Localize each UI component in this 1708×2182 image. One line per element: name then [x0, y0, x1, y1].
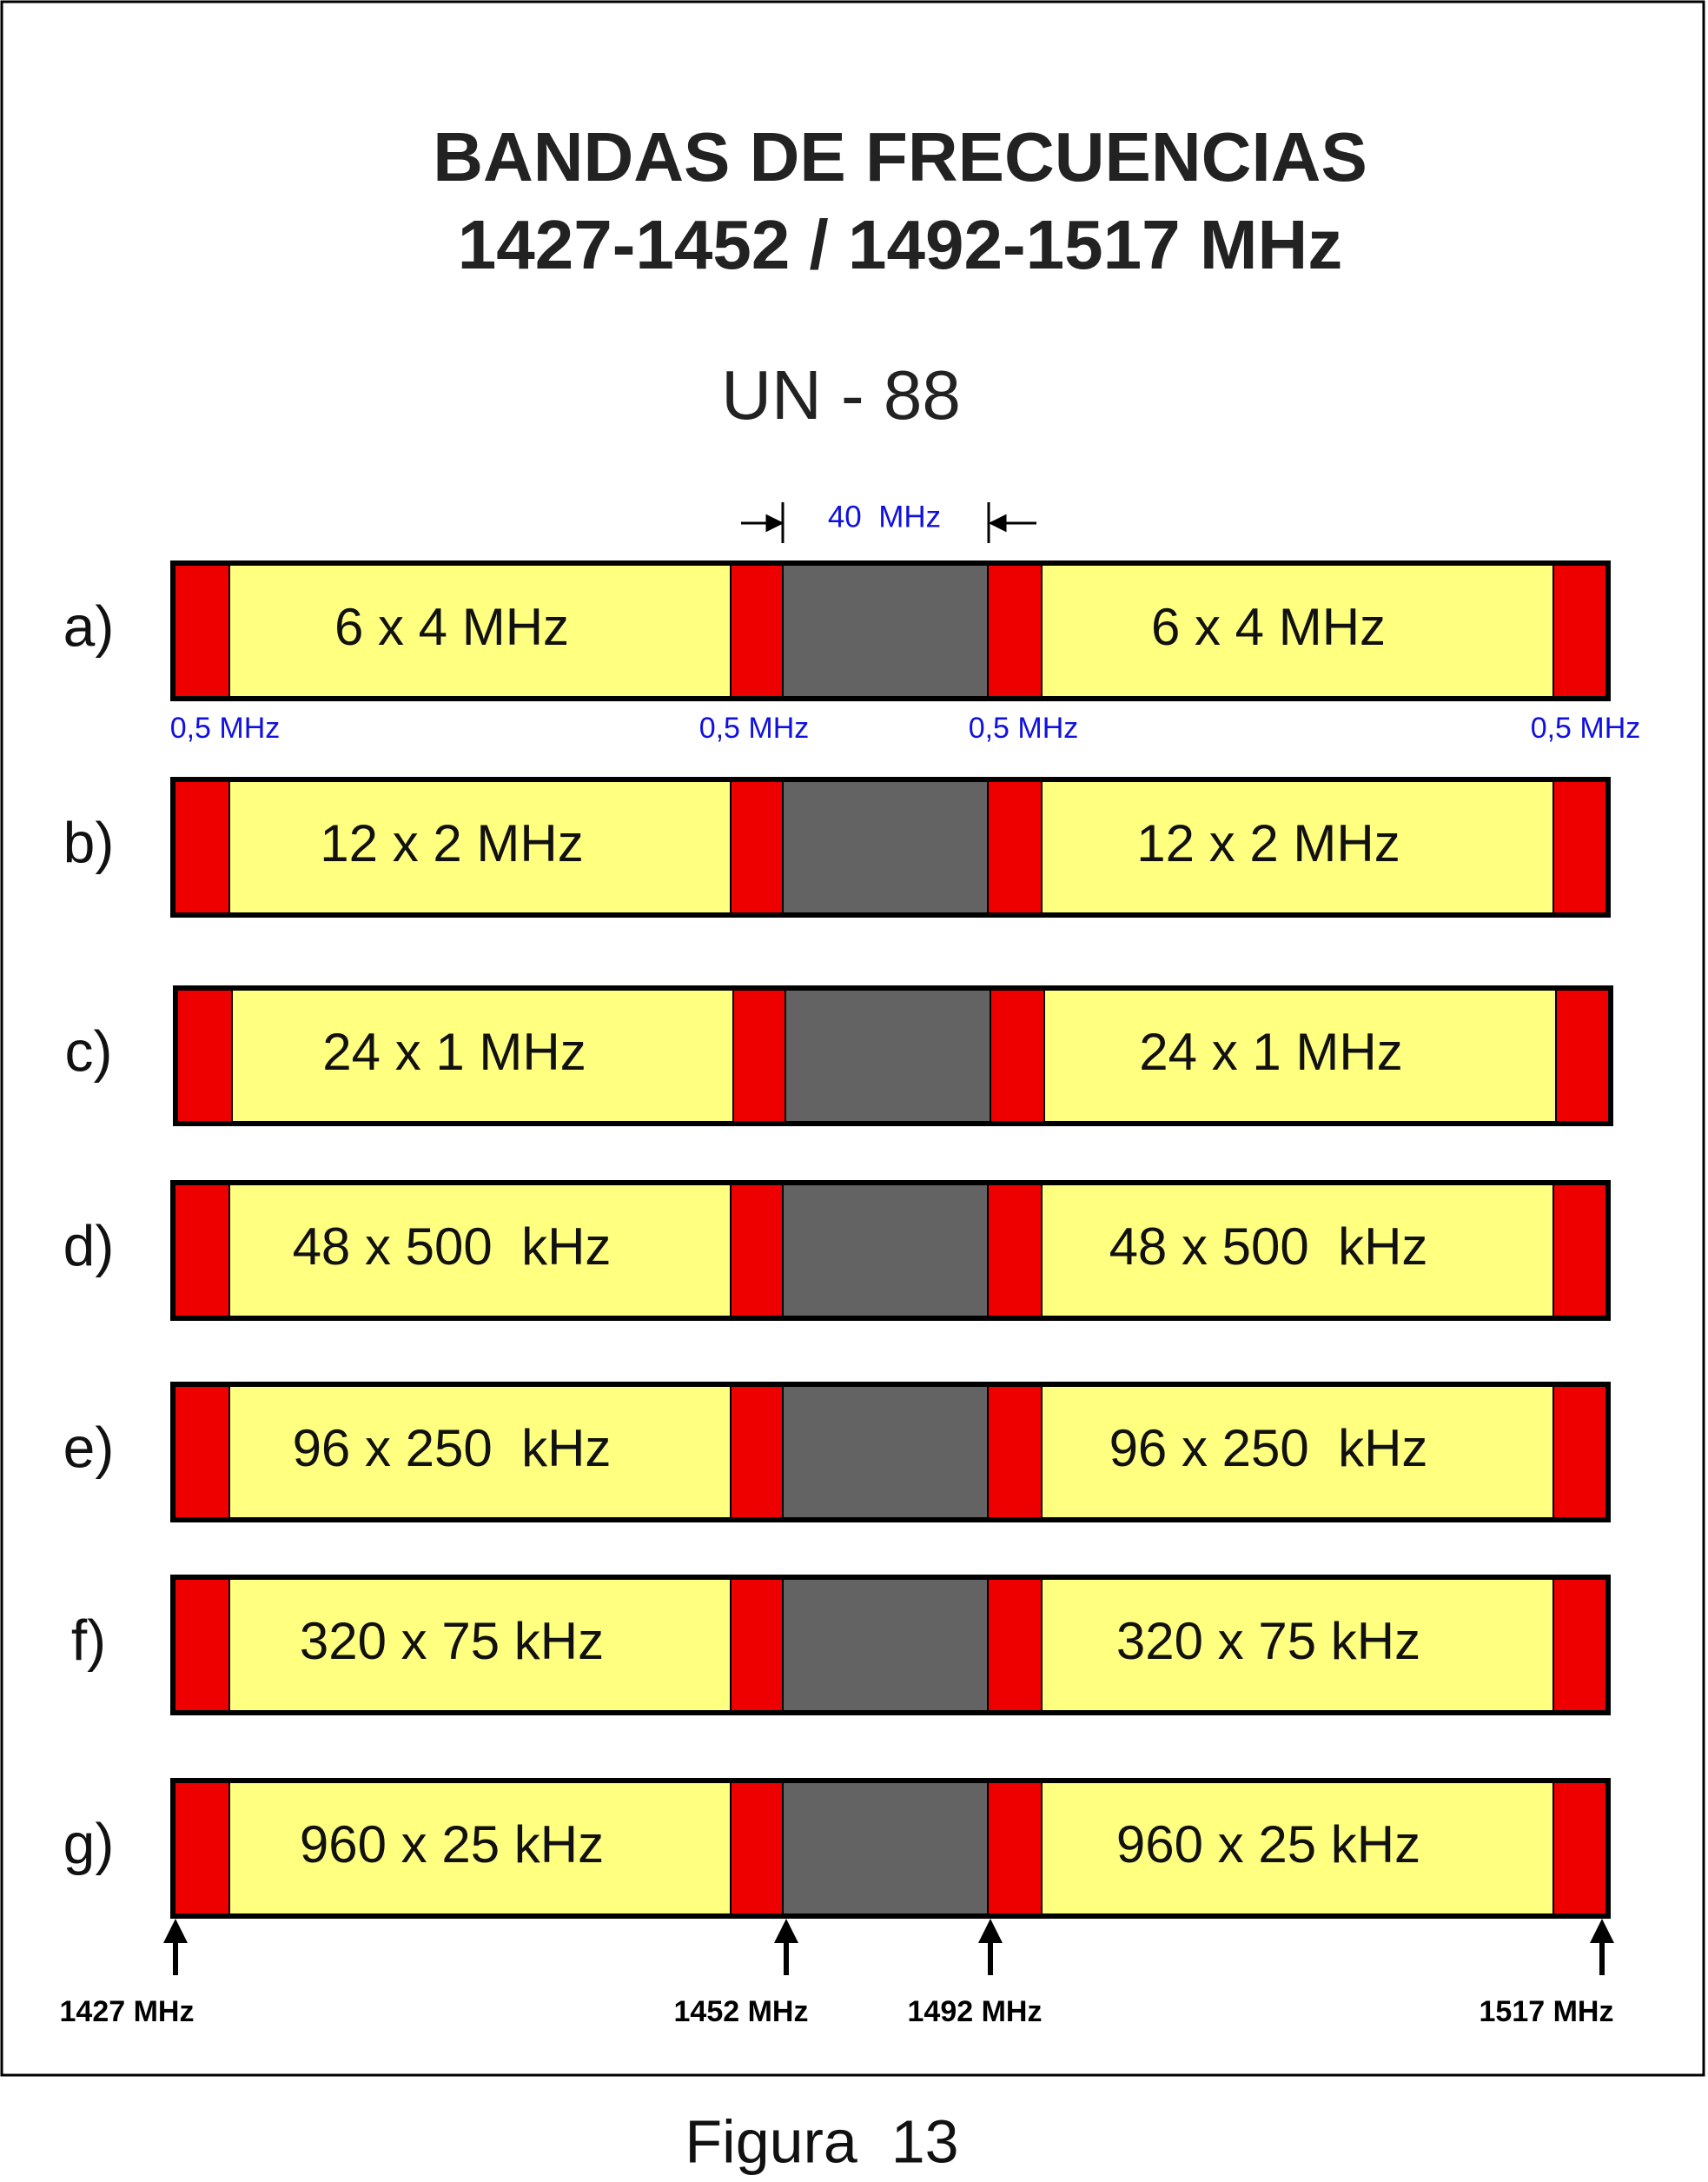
band-segment [228, 562, 732, 700]
band-segment [730, 562, 784, 700]
title-line: 1427-1452 / 1492-1517 MHz [458, 206, 1342, 283]
band-segment [1552, 779, 1609, 916]
band-text: 6 x 4 MHz [334, 598, 569, 656]
band-text: 960 x 25 kHz [1116, 1815, 1420, 1874]
marker-label: 1427 MHz [60, 1995, 195, 2028]
band-text: 96 x 250 kHz [293, 1419, 612, 1477]
band-segment [1555, 987, 1612, 1124]
band-text: 12 x 2 MHz [320, 814, 583, 872]
marker-label: 1492 MHz [908, 1995, 1043, 2028]
subtitle: UN - 88 [721, 356, 961, 434]
band-text: 6 x 4 MHz [1151, 598, 1386, 656]
band-segment [732, 987, 786, 1124]
band-segment [172, 779, 230, 916]
band-text: 24 x 1 MHz [322, 1023, 586, 1081]
band-outline [170, 1778, 1611, 1919]
band-segment [730, 1182, 784, 1319]
band-row: a) 6 x 4 MHz 6 x 4 MHz [63, 560, 1611, 701]
band-segment [228, 1780, 732, 1917]
gap-label: 40 MHz [828, 500, 941, 534]
guard-label: 0,5 MHz [699, 712, 810, 745]
band-segment [228, 1182, 732, 1319]
band-text: 96 x 250 kHz [1109, 1419, 1428, 1477]
row-label: b) [63, 810, 115, 874]
band-segment [175, 987, 233, 1124]
band-segment [1552, 1383, 1609, 1521]
row-label: g) [63, 1811, 115, 1875]
band-segment [987, 562, 1043, 700]
band-segment [730, 779, 784, 916]
band-segment [172, 1576, 230, 1714]
band-text: 48 x 500 kHz [1109, 1217, 1428, 1276]
gap-dimension [741, 502, 1036, 543]
band-outline [170, 1180, 1611, 1321]
band-segment [784, 987, 991, 1124]
caption: Figura 13 [685, 2107, 958, 2175]
marker-arrowhead [978, 1919, 1003, 1943]
guard-label: 0,5 MHz [170, 712, 281, 745]
band-segment [782, 1182, 989, 1319]
band-row: b) 12 x 2 MHz 12 x 2 MHz [63, 777, 1611, 918]
band-segment [782, 1576, 989, 1714]
title-line: BANDAS DE FRECUENCIAS [433, 118, 1367, 196]
row-label: c) [65, 1018, 113, 1083]
band-row: e) 96 x 250 kHz 96 x 250 kHz [63, 1382, 1611, 1522]
marker-arrowhead [774, 1919, 798, 1943]
band-segment [1552, 562, 1609, 700]
marker-arrowhead [1590, 1919, 1614, 1943]
band-segment [1552, 1780, 1609, 1917]
band-segment [987, 1780, 1043, 1917]
band-outline [170, 1575, 1611, 1715]
band-segment [730, 1780, 784, 1917]
band-text: 960 x 25 kHz [300, 1815, 604, 1874]
band-segment [1552, 1576, 1609, 1714]
band-segment [987, 779, 1043, 916]
band-segment [990, 987, 1045, 1124]
band-segment [987, 1383, 1043, 1521]
band-segment [1041, 1780, 1554, 1917]
row-label: d) [63, 1213, 115, 1277]
band-segment [172, 1383, 230, 1521]
band-segment [987, 1576, 1043, 1714]
band-segment [1041, 562, 1554, 700]
band-segment [782, 1780, 989, 1917]
band-text: 320 x 75 kHz [1116, 1612, 1420, 1670]
band-segment [1043, 987, 1557, 1124]
band-text: 24 x 1 MHz [1139, 1023, 1402, 1081]
band-segment [172, 1182, 230, 1319]
band-segment [172, 1780, 230, 1917]
band-text: 12 x 2 MHz [1136, 814, 1400, 872]
band-segment [782, 562, 989, 700]
band-segment [1552, 1182, 1609, 1319]
band-text: 320 x 75 kHz [300, 1612, 604, 1670]
band-row: c) 24 x 1 MHz 24 x 1 MHz [65, 985, 1613, 1126]
row-label: f) [71, 1608, 106, 1672]
marker-arrowhead [163, 1919, 188, 1943]
row-label: e) [63, 1415, 115, 1479]
band-row: d) 48 x 500 kHz 48 x 500 kHz [63, 1180, 1611, 1321]
guard-label: 0,5 MHz [969, 712, 1079, 745]
band-text: 48 x 500 kHz [293, 1217, 612, 1276]
band-outline [170, 1382, 1611, 1522]
band-outline [170, 777, 1611, 918]
band-segment [782, 1383, 989, 1521]
marker-label: 1517 MHz [1480, 1995, 1614, 2028]
band-segment [730, 1576, 784, 1714]
row-label: a) [63, 594, 115, 658]
band-outline [173, 985, 1613, 1126]
band-row: f) 320 x 75 kHz 320 x 75 kHz [71, 1575, 1611, 1715]
band-segment [987, 1182, 1043, 1319]
band-segment [231, 987, 734, 1124]
band-row: g) 960 x 25 kHz 960 x 25 kHz [63, 1778, 1611, 1919]
band-segment [782, 779, 989, 916]
band-outline [170, 560, 1611, 701]
band-segment [172, 562, 230, 700]
band-segment [228, 1576, 732, 1714]
marker-label: 1452 MHz [674, 1995, 809, 2028]
guard-label: 0,5 MHz [1531, 712, 1641, 745]
band-segment [730, 1383, 784, 1521]
